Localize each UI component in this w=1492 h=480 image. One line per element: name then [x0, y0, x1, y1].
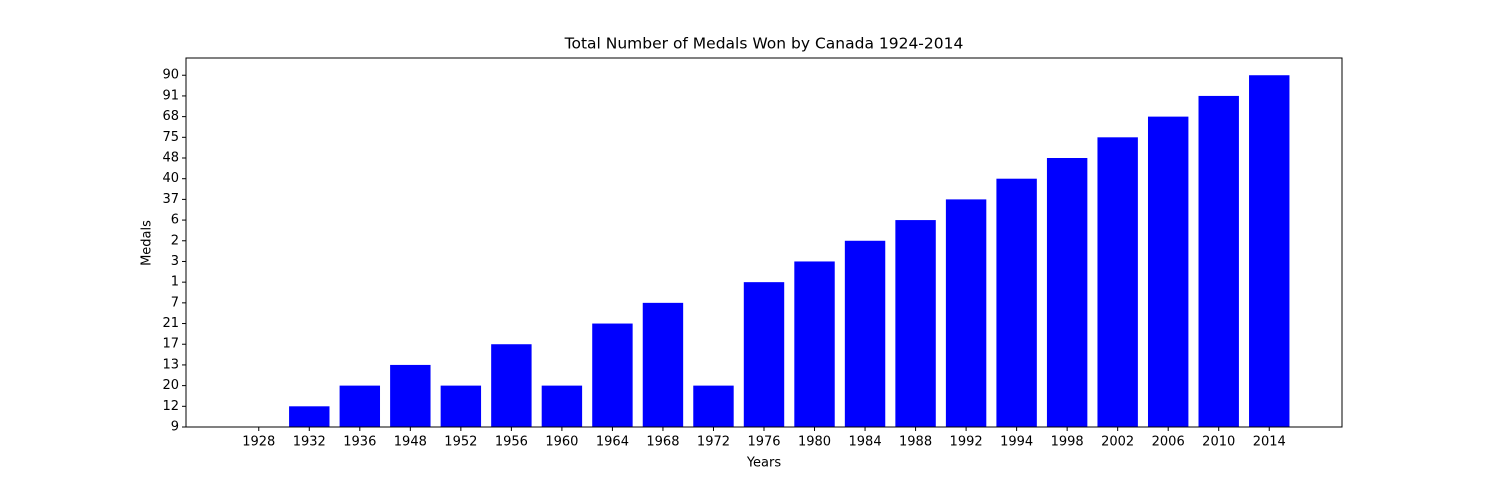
bar: [592, 323, 633, 427]
bar: [440, 385, 482, 427]
x-tick-label: 1980: [798, 435, 831, 450]
y-tick-label: 1: [171, 275, 179, 290]
chart-title: Total Number of Medals Won by Canada 192…: [564, 35, 964, 53]
x-tick-label: 1948: [394, 435, 427, 450]
y-tick-label: 3: [171, 254, 179, 269]
x-tick-label: 1964: [596, 435, 629, 450]
x-axis-label: Years: [746, 456, 782, 471]
bar: [1249, 75, 1290, 427]
y-tick-label: 40: [162, 171, 179, 186]
x-tick-label: 2002: [1101, 435, 1134, 450]
x-tick-label: 1936: [343, 435, 376, 450]
bar: [996, 178, 1037, 427]
y-tick-label: 21: [162, 316, 179, 331]
bar: [390, 364, 431, 427]
y-tick-label: 90: [162, 68, 179, 83]
y-tick-label: 48: [162, 151, 179, 166]
bar: [693, 385, 734, 427]
bar: [339, 385, 381, 427]
x-tick-label: 2010: [1202, 435, 1235, 450]
y-tick-label: 12: [162, 399, 179, 414]
x-tick-label: 1928: [242, 435, 275, 450]
y-tick-label: 68: [162, 109, 179, 124]
x-tick-label: 1994: [1000, 435, 1033, 450]
x-tick-label: 1992: [950, 435, 983, 450]
bar: [794, 261, 835, 427]
x-tick-label: 1984: [849, 435, 882, 450]
bar: [945, 199, 987, 427]
bar: [1147, 116, 1189, 428]
bar: [289, 406, 330, 427]
x-tick-label: 1988: [899, 435, 932, 450]
bar: [844, 240, 886, 427]
y-tick-label: 13: [162, 357, 179, 372]
x-tick-label: 1932: [293, 435, 326, 450]
bar: [1198, 95, 1239, 427]
plot-frame: [185, 57, 1343, 428]
y-tick-label: 91: [162, 88, 179, 103]
bar: [491, 344, 532, 427]
x-tick-label: 1998: [1051, 435, 1084, 450]
x-tick-label: 1956: [495, 435, 528, 450]
x-tick-label: 1976: [747, 435, 780, 450]
x-tick-label: 1952: [444, 435, 477, 450]
x-tick-label: 1972: [697, 435, 730, 450]
bar: [743, 282, 785, 427]
y-tick-label: 37: [162, 192, 179, 207]
bar: [1046, 158, 1088, 427]
x-tick-label: 2006: [1152, 435, 1185, 450]
y-tick-label: 9: [171, 420, 179, 435]
x-tick-label: 1968: [646, 435, 679, 450]
y-tick-label: 2: [171, 233, 179, 248]
y-tick-label: 7: [171, 295, 179, 310]
y-axis-label: Medals: [140, 220, 155, 266]
y-tick-label: 75: [162, 130, 179, 145]
bar: [642, 302, 684, 427]
y-tick-label: 6: [171, 213, 179, 228]
bar: [1097, 137, 1138, 427]
bar: [895, 220, 936, 427]
y-tick-label: 17: [162, 337, 179, 352]
x-tick-label: 1960: [545, 435, 578, 450]
bar: [541, 385, 583, 427]
x-tick-label: 2014: [1253, 435, 1286, 450]
y-tick-label: 20: [162, 378, 179, 393]
